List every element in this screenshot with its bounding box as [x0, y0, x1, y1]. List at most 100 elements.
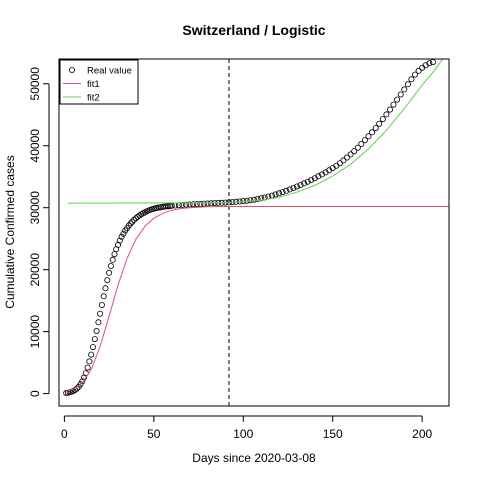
data-point [397, 91, 404, 98]
y-tick-label: 50000 [28, 67, 42, 101]
y-axis-label: Cumulative Confirmed cases [3, 155, 17, 308]
data-point [404, 81, 411, 88]
data-point [131, 216, 138, 223]
legend-label-fit2: fit2 [87, 92, 100, 103]
legend-symbol-real-value [69, 67, 76, 74]
data-point [107, 262, 114, 269]
x-tick-label: 150 [323, 427, 343, 441]
data-point [79, 378, 86, 385]
data-point [340, 157, 347, 164]
data-point [129, 218, 136, 225]
data-point [93, 327, 100, 334]
data-point [343, 154, 350, 161]
data-point [186, 201, 193, 208]
data-point [247, 197, 254, 204]
legend: Real value fit1 fit2 [59, 59, 139, 105]
data-point [258, 195, 265, 202]
x-tick-label: 100 [233, 427, 253, 441]
data-point [250, 196, 257, 203]
plot-area [63, 59, 449, 406]
y-tick-label: 0 [28, 390, 42, 397]
data-point [386, 106, 393, 113]
data-point [293, 183, 300, 190]
data-point [376, 120, 383, 127]
data-point [318, 171, 325, 178]
data-point [102, 285, 109, 292]
x-tick-label: 200 [412, 427, 432, 441]
data-point [390, 101, 397, 108]
chart-title: Switzerland / Logistic [182, 22, 325, 38]
data-point [301, 180, 308, 187]
data-point [100, 293, 107, 300]
data-point [98, 301, 105, 308]
x-axis-label: Days since 2020-03-08 [192, 451, 316, 465]
data-point [86, 358, 93, 365]
data-point [190, 201, 197, 208]
data-point [254, 195, 261, 202]
data-point [208, 200, 215, 207]
data-point [95, 319, 102, 326]
data-point [118, 233, 125, 240]
data-point [290, 184, 297, 191]
data-point [304, 178, 311, 185]
data-point [297, 181, 304, 188]
plot-frame [58, 58, 450, 407]
series-line-fit1 [66, 206, 449, 392]
data-point [200, 200, 207, 207]
data-point [383, 111, 390, 118]
data-point [90, 344, 97, 351]
data-point [97, 310, 104, 317]
data-point [104, 277, 111, 284]
data-point [347, 151, 354, 158]
data-point [401, 86, 408, 93]
data-point [411, 71, 418, 78]
data-point [109, 256, 116, 263]
x-tick-label: 50 [147, 427, 161, 441]
data-point [379, 116, 386, 123]
data-point [408, 76, 415, 83]
data-point [394, 96, 401, 103]
data-point [197, 200, 204, 207]
data-point [361, 137, 368, 144]
x-tick-label: 0 [61, 427, 68, 441]
data-point [204, 200, 211, 207]
legend-label-real-value: Real value [87, 65, 132, 76]
data-point [127, 220, 134, 227]
series-line-fit2 [67, 59, 444, 204]
data-point [275, 190, 282, 197]
data-point [365, 133, 372, 140]
data-point [91, 336, 98, 343]
data-point [369, 129, 376, 136]
y-tick-label: 20000 [28, 253, 42, 287]
y-tick-label: 30000 [28, 191, 42, 225]
legend-label-fit1: fit1 [87, 79, 100, 90]
data-point [279, 189, 286, 196]
data-point [165, 203, 172, 210]
data-point [311, 175, 318, 182]
data-point [179, 201, 186, 208]
data-point [354, 144, 361, 151]
series-group [63, 59, 449, 406]
data-point [193, 201, 200, 208]
y-tick-label: 40000 [28, 129, 42, 163]
data-point [182, 201, 189, 208]
data-point [315, 173, 322, 180]
data-point [372, 125, 379, 132]
data-point [422, 62, 429, 69]
data-point [308, 176, 315, 183]
data-point [286, 186, 293, 193]
data-point [272, 191, 279, 198]
data-point [426, 60, 433, 67]
data-point [415, 67, 422, 74]
data-point [77, 381, 84, 388]
data-point [116, 237, 123, 244]
axes: 0 50 100 150 200 0 10000 20000 30000 40000 50000 [28, 58, 450, 441]
data-point [106, 269, 113, 276]
data-point [120, 230, 127, 237]
data-point [88, 351, 95, 358]
y-tick-label: 10000 [28, 315, 42, 349]
data-point [283, 187, 290, 194]
data-point [351, 148, 358, 155]
data-point [243, 197, 250, 204]
